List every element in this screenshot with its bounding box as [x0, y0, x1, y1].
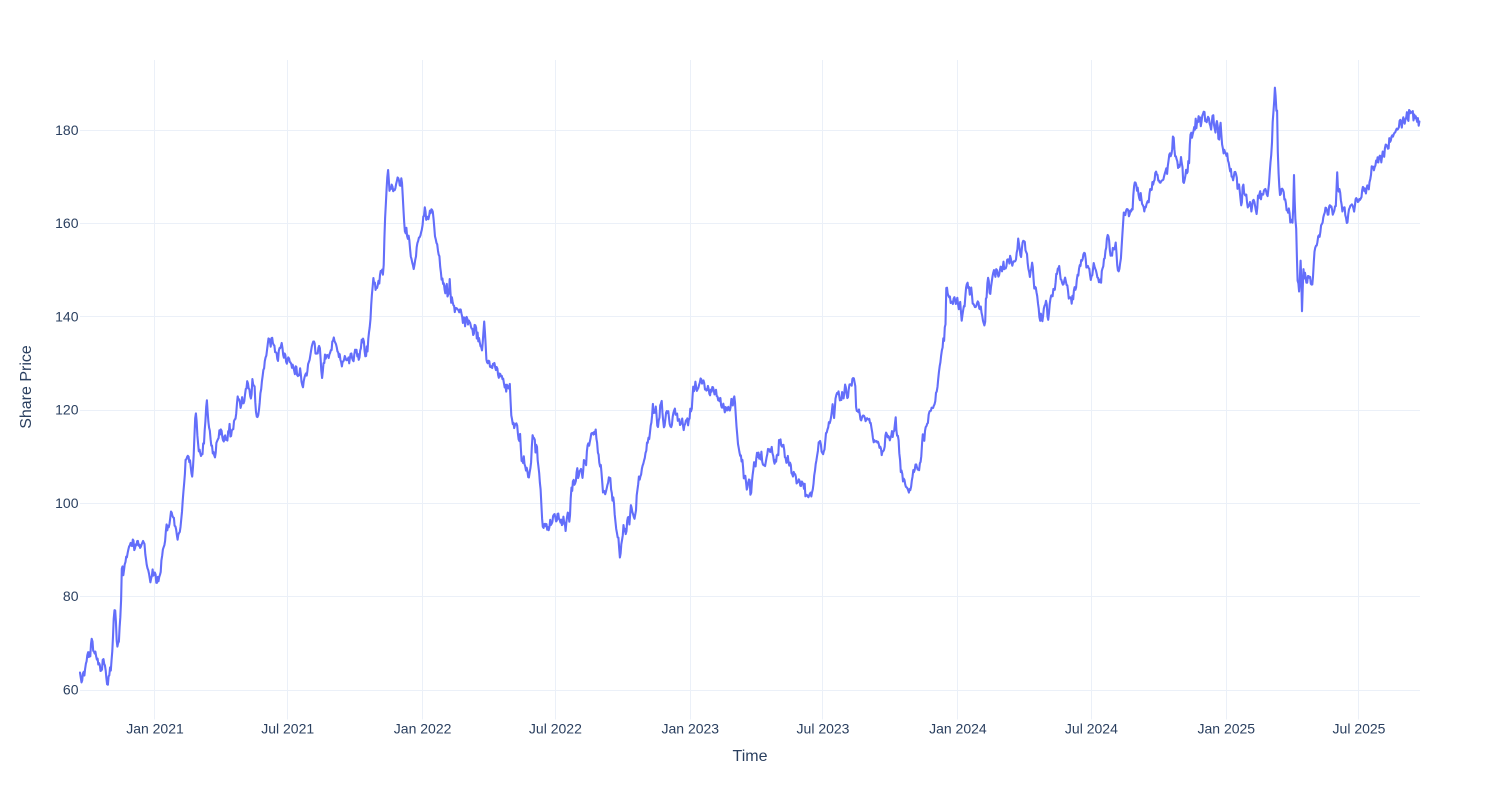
svg-text:140: 140	[55, 308, 79, 324]
svg-text:Jul 2024: Jul 2024	[1065, 721, 1118, 737]
svg-text:60: 60	[63, 681, 79, 697]
svg-text:Jan 2021: Jan 2021	[126, 721, 184, 737]
svg-text:Share Price: Share Price	[18, 345, 35, 429]
svg-text:Jan 2024: Jan 2024	[929, 721, 987, 737]
svg-text:80: 80	[63, 588, 79, 604]
svg-text:Jul 2023: Jul 2023	[797, 721, 850, 737]
svg-text:160: 160	[55, 215, 79, 231]
svg-text:180: 180	[55, 122, 79, 138]
svg-text:Jan 2025: Jan 2025	[1197, 721, 1255, 737]
svg-text:Jan 2023: Jan 2023	[661, 721, 719, 737]
svg-text:Jan 2022: Jan 2022	[394, 721, 452, 737]
svg-text:Time: Time	[733, 748, 768, 765]
svg-text:Jul 2022: Jul 2022	[529, 721, 582, 737]
svg-text:120: 120	[55, 402, 79, 418]
svg-text:100: 100	[55, 495, 79, 511]
svg-text:Jul 2021: Jul 2021	[261, 721, 314, 737]
svg-text:Jul 2025: Jul 2025	[1333, 721, 1386, 737]
